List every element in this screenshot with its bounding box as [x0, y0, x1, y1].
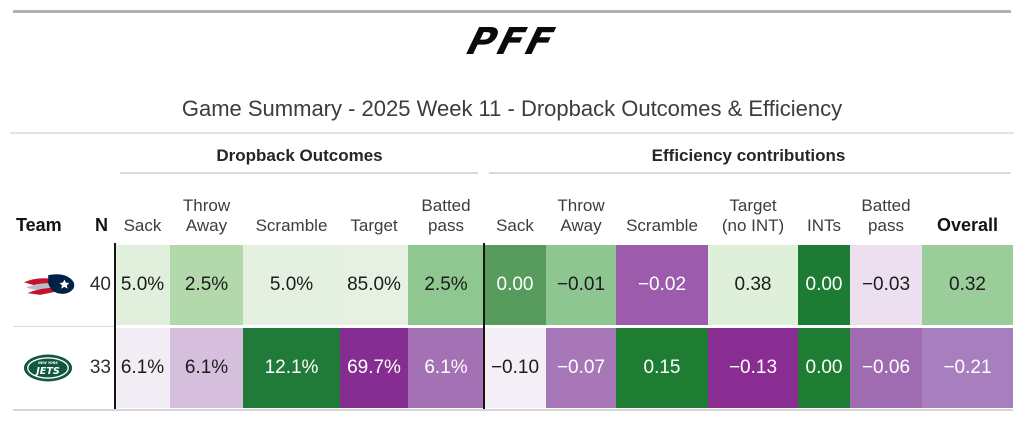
- value-cell: −0.03: [850, 245, 922, 325]
- value-cell: −0.06: [850, 328, 922, 408]
- value-cells: 6.1% 6.1% 12.1% 69.7% 6.1% −0.10 −0.07 0.15 −0.1…: [115, 328, 1013, 408]
- value-cell: 0.00: [798, 328, 850, 408]
- column-header-scramble-eff: Scramble: [626, 216, 698, 236]
- group-header-dropback-outcomes: Dropback Outcomes: [216, 146, 383, 165]
- title-divider: [10, 132, 1014, 134]
- bottom-divider: [13, 409, 1013, 411]
- value-cell: 0.38: [708, 245, 798, 325]
- team-row-patriots: 40 5.0% 2.5% 5.0% 85.0% 2.5% 0.00 −0.01 −0.02 0.…: [13, 245, 1013, 325]
- value-cell: −0.02: [616, 245, 708, 325]
- value-cell: 12.1%: [243, 328, 340, 408]
- table-divider: [114, 243, 116, 411]
- value-cell: 6.1%: [408, 328, 484, 408]
- pff-logo: PFF: [0, 20, 1024, 63]
- value-cell: 2.5%: [170, 245, 243, 325]
- value-cell: 0.00: [798, 245, 850, 325]
- column-header-batted-pass-pct: Batted pass: [421, 195, 471, 236]
- column-header-sack-eff: Sack: [496, 216, 534, 236]
- top-divider: [13, 10, 1011, 13]
- column-header-throw-away-eff: Throw Away: [557, 195, 605, 236]
- sample-size: 40: [89, 274, 111, 295]
- team-cell: NEW YORK JETS: [13, 328, 85, 408]
- value-cell: −0.21: [922, 328, 1013, 408]
- value-cell: 0.00: [484, 245, 546, 325]
- sample-size: 33: [89, 357, 111, 378]
- column-header-team: Team: [16, 215, 62, 236]
- pff-logo-text: PFF: [462, 20, 562, 63]
- value-cell: 69.7%: [340, 328, 408, 408]
- value-cell: 0.32: [922, 245, 1013, 325]
- value-cell: 6.1%: [115, 328, 170, 408]
- column-header-ints: INTs: [807, 216, 841, 236]
- table-body: 40 5.0% 2.5% 5.0% 85.0% 2.5% 0.00 −0.01 −0.02 0.…: [13, 245, 1013, 408]
- column-header-scramble-pct: Scramble: [255, 216, 328, 236]
- column-header-sack-pct: Sack: [123, 216, 162, 236]
- team-cell: [13, 245, 85, 325]
- column-header-overall: Overall: [936, 215, 999, 236]
- value-cell: −0.13: [708, 328, 798, 408]
- table-divider: [483, 243, 485, 411]
- column-header-row: Team N Sack Throw Away Scramble Target B…: [13, 178, 1013, 238]
- value-cell: 6.1%: [170, 328, 243, 408]
- column-header-batted-pass-eff: Batted pass: [861, 195, 911, 236]
- patriots-logo: [23, 274, 75, 295]
- column-header-target-no-int: Target (no INT): [721, 195, 785, 236]
- value-cell: 0.15: [616, 328, 708, 408]
- group-header-efficiency-contributions: Efficiency contributions: [651, 146, 846, 165]
- value-cell: −0.07: [546, 328, 616, 408]
- value-cell: −0.01: [546, 245, 616, 325]
- value-cell: −0.10: [484, 328, 546, 408]
- page-title: Game Summary - 2025 Week 11 - Dropback O…: [181, 96, 843, 121]
- team-row-jets: NEW YORK JETS 33 6.1% 6.1% 12.1% 69.7% 6.1% −…: [13, 328, 1013, 408]
- value-cell: 5.0%: [243, 245, 340, 325]
- column-header-target-pct: Target: [350, 216, 398, 236]
- jets-logo: NEW YORK JETS: [23, 354, 73, 382]
- value-cell: 85.0%: [340, 245, 408, 325]
- row-separator: [13, 326, 114, 327]
- column-header-n: N: [95, 215, 108, 236]
- value-cell: 2.5%: [408, 245, 484, 325]
- group-underline: [120, 172, 478, 174]
- column-header-throw-away-pct: Throw Away: [182, 195, 231, 236]
- group-underline: [489, 172, 1011, 174]
- svg-text:JETS: JETS: [34, 366, 60, 377]
- svg-text:NEW YORK: NEW YORK: [38, 361, 58, 365]
- value-cell: 5.0%: [115, 245, 170, 325]
- value-cells: 5.0% 2.5% 5.0% 85.0% 2.5% 0.00 −0.01 −0.02 0.38 0…: [115, 245, 1013, 325]
